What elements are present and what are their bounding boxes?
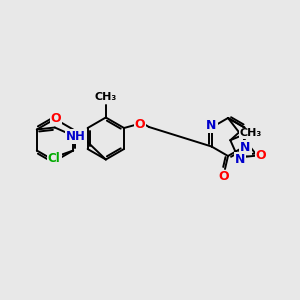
Text: N: N	[206, 119, 217, 132]
Text: O: O	[219, 170, 229, 184]
Text: O: O	[135, 118, 145, 130]
Text: CH₃: CH₃	[95, 92, 117, 101]
Text: N: N	[240, 141, 250, 154]
Text: N: N	[235, 153, 245, 166]
Text: O: O	[50, 112, 61, 125]
Text: NH: NH	[66, 130, 86, 143]
Text: O: O	[256, 149, 266, 162]
Text: Cl: Cl	[48, 152, 61, 165]
Text: CH₃: CH₃	[239, 128, 262, 138]
